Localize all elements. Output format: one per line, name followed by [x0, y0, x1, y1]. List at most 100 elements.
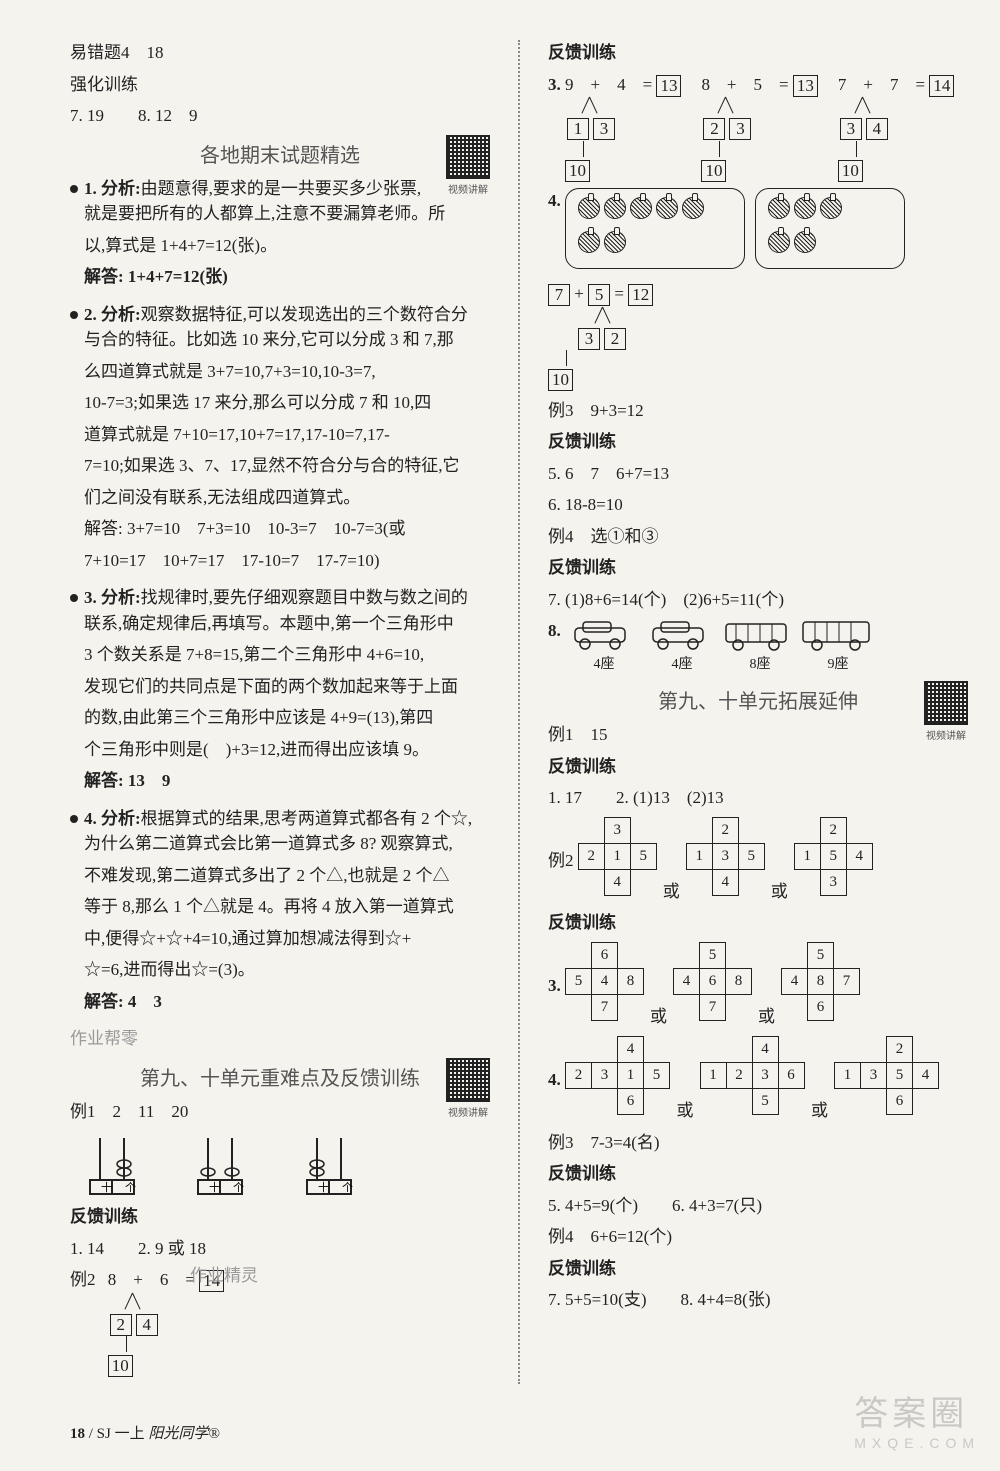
q2-ans1: 解答: 3+7=10 7+3=10 10-3=7 10-7=3(或	[84, 516, 490, 542]
svg-text:十: 十	[318, 1180, 329, 1194]
q3: 3. 分析:找规律时,要先仔细观察题目中数与数之间的 联系,确定规律后,再填写。…	[70, 585, 490, 800]
q1: 1. 分析:由题意得,要求的是一共要买多少张票, 就是要把所有的人都算上,注意不…	[70, 176, 490, 296]
cross-grid: 32154	[578, 817, 657, 896]
top-line-2: 强化训练	[70, 72, 490, 98]
apple-group-1	[565, 188, 745, 269]
feedback-heading: 反馈训练	[548, 910, 968, 936]
q4: 4. 分析:根据算式的结果,思考两道算式都各有 2 个☆, 为什么第二道算式会比…	[70, 806, 490, 1021]
abacus-3: 十个	[287, 1130, 371, 1200]
apple-icon	[604, 231, 626, 253]
fb3-row: 3. 65487或54687或54876	[548, 942, 968, 1030]
feedback-heading: 反馈训练	[548, 754, 968, 780]
d4-leaf-0: 3	[578, 328, 600, 350]
svg-text:个: 个	[233, 1181, 244, 1194]
ex2b-label: 例2	[548, 851, 574, 870]
or-text: 或	[677, 1101, 694, 1120]
cross-grid: 54687	[673, 942, 752, 1021]
fb4-row: 4. 423156或412365或213546	[548, 1036, 968, 1124]
apple-icon	[578, 197, 600, 219]
q1-ans: 解答: 1+4+7=12(张)	[84, 264, 490, 290]
right-column: 反馈训练 3. 9 + 4 = 1313108 + 5 = 1323107 + …	[548, 40, 968, 1384]
section-title-exam: 各地期末试题精选 视频讲解	[70, 139, 490, 168]
fb-5: 5. 6 7 6+7=13	[548, 461, 968, 487]
q3-l2: 联系,确定规律后,再填写。本题中,第一个三角形中	[84, 611, 490, 637]
q4-ans: 解答: 4 3	[84, 989, 490, 1015]
abacus-row: 十个 十个	[70, 1130, 490, 1200]
q4-l1: 根据算式的结果,思考两道算式都各有 2 个☆,	[141, 809, 473, 828]
decomp-row-3: 3. 9 + 4 = 1313108 + 5 = 1323107 + 7 = 1…	[548, 72, 968, 183]
q4-l6: ☆=6,进而得出☆=(3)。	[84, 957, 490, 983]
feedback-heading: 反馈训练	[70, 1204, 490, 1230]
or-text: 或	[771, 882, 788, 901]
svg-text:个: 个	[125, 1181, 136, 1194]
cross-grid: 21354	[686, 817, 765, 896]
feedback-heading: 反馈训练	[548, 40, 968, 66]
ex2-top: 8 + 6 =	[108, 1270, 195, 1289]
q2-l2: 与合的特征。比如选 10 来分,它可以分成 3 和 7,那	[84, 327, 490, 353]
bullet-icon	[70, 815, 78, 823]
or-text: 或	[758, 1007, 775, 1026]
apple-group-2	[755, 188, 905, 269]
q3-l4: 发现它们的共同点是下面的两个数加起来等于上面	[84, 674, 490, 700]
section-title-extend: 第九、十单元拓展延伸 视频讲解	[548, 685, 968, 714]
page-footer: 18 / SJ 一上 阳光同学®	[70, 1422, 220, 1443]
apple-icon	[604, 197, 626, 219]
q1-l1: 由题意得,要求的是一共要买多少张票,	[141, 179, 422, 198]
or-text: 或	[650, 1007, 667, 1026]
q1-head: 1. 分析:	[84, 179, 141, 198]
fb-6: 6. 18-8=10	[548, 492, 968, 518]
q3-l6: 个三角形中则是( )+3=12,进而得出应该填 9。	[84, 737, 490, 763]
top-line-1: 易错题4 18	[70, 40, 490, 66]
fb3-label: 3.	[548, 976, 561, 995]
apple-icon	[578, 231, 600, 253]
or-text: 或	[663, 882, 680, 901]
q3-ans: 解答: 13 9	[84, 768, 490, 794]
q2: 2. 分析:观察数据特征,可以发现选出的三个数符合分 与合的特征。比如选 10 …	[70, 302, 490, 580]
abacus-1: 十个	[70, 1130, 154, 1200]
section-title-unit-text: 第九、十单元重难点及反馈训练	[140, 1068, 420, 1090]
cross-grid: 65487	[565, 942, 644, 1021]
q3-l3: 3 个数关系是 7+8=15,第二个三角形中 4+6=10,	[84, 642, 490, 668]
d4-a: 7	[548, 284, 570, 306]
apple-icon	[630, 197, 652, 219]
q4-l3: 不难发现,第二道算式多出了 2 个△,也就是 2 个△	[84, 863, 490, 889]
cross-grid: 21543	[794, 817, 873, 896]
q2-ans2: 7+10=17 10+7=17 17-10=7 17-7=10)	[84, 548, 490, 574]
bullet-icon	[70, 311, 78, 319]
decomp-q4: 7 + 5 = 12 32 10	[548, 281, 968, 392]
fb4-label: 4.	[548, 1070, 561, 1089]
car-icon: 9座	[799, 618, 877, 675]
watermark-text: 作业帮零	[70, 1026, 490, 1052]
cross-grid: 423156	[565, 1036, 671, 1115]
q4-head: 4. 分析:	[84, 809, 141, 828]
q2-l3: 么四道算式就是 3+7=10,7+3=10,10-3=7,	[84, 359, 490, 385]
q2-head: 2. 分析:	[84, 305, 141, 324]
apple-icon	[768, 197, 790, 219]
q2-l1: 观察数据特征,可以发现选出的三个数符合分	[141, 305, 468, 324]
fb5b: 5. 4+5=9(个) 6. 4+3=7(只)	[548, 1193, 968, 1219]
top-line-3: 7. 19 8. 12 9	[70, 103, 490, 129]
d4-leaf-1: 2	[604, 328, 626, 350]
example-2-label: 例2	[70, 1270, 96, 1289]
ex1b: 例1 15	[548, 722, 968, 748]
watermark-text-2: 作业精灵	[190, 1263, 258, 1289]
decomposition-item: 9 + 4 = 131310	[565, 72, 681, 183]
q8-cars: 8. 4座4座8座9座	[548, 618, 968, 675]
qr-icon	[446, 135, 490, 179]
q2-l4: 10-7=3;如果选 17 来分,那么可以分成 7 和 10,四	[84, 390, 490, 416]
watermark-bottom-right: 答案圈 MXQE.COM	[854, 1386, 980, 1451]
svg-text:个: 个	[342, 1181, 353, 1194]
apple-icon	[794, 231, 816, 253]
car-icon: 8座	[721, 618, 799, 675]
watermark-small: MXQE.COM	[854, 1435, 980, 1451]
q1-l2: 就是要把所有的人都算上,注意不要漏算老师。所	[84, 201, 490, 227]
q3-l1: 找规律时,要先仔细观察题目中数与数之间的	[141, 588, 468, 607]
section-title-extend-text: 第九、十单元拓展延伸	[658, 691, 858, 713]
decomposition-item: 8 + 5 = 132310	[701, 72, 817, 183]
cross-grid: 412365	[700, 1036, 806, 1115]
q4-l5: 中,便得☆+☆+4=10,通过算加想减法得到☆+	[84, 926, 490, 952]
feedback-heading: 反馈训练	[548, 1256, 968, 1282]
abacus-2: 十个	[178, 1130, 262, 1200]
section-title-unit9-10: 第九、十单元重难点及反馈训练 视频讲解	[70, 1062, 490, 1091]
example-4: 例4 选①和③	[548, 524, 968, 550]
